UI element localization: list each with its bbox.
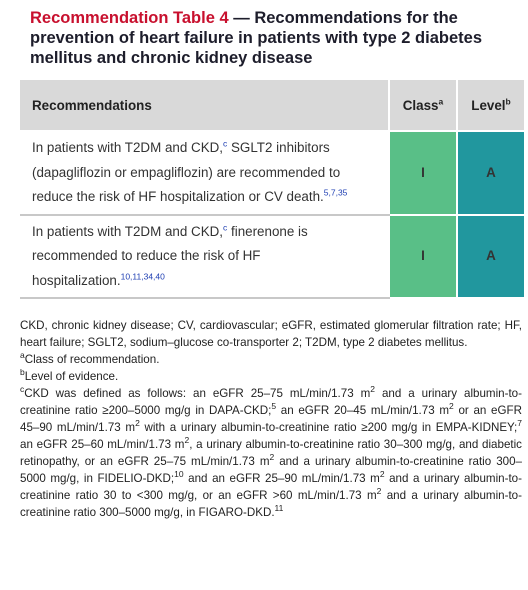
text: an eGFR 20–45 mL/min/1.73 m xyxy=(276,404,450,417)
superscript: 5,7,35 xyxy=(323,187,348,198)
text: and a urinary albumin-to-creatinine rati… xyxy=(20,472,522,502)
superscript: 5 xyxy=(271,401,277,412)
text: SGLT2 inhibitors (dapagliflozin or empag… xyxy=(32,140,341,204)
footnotes: CKD, chronic kidney disease; CV, cardiov… xyxy=(20,317,522,521)
column-header: Levelb xyxy=(456,80,524,132)
title: Recommendation Table 4 — Recommendations… xyxy=(30,8,524,68)
page: Recommendation Table 4 — Recommendations… xyxy=(20,8,524,521)
text: and a urinary albumin-to-creatinine rati… xyxy=(20,387,522,417)
superscript: 2 xyxy=(269,452,275,463)
text: CKD, chronic kidney disease; CV, cardiov… xyxy=(20,319,522,349)
superscript: 11 xyxy=(274,503,284,514)
superscript: b xyxy=(505,96,511,107)
class-cell: I xyxy=(388,214,457,299)
text: and a urinary albumin-to-creatinine rati… xyxy=(20,455,522,485)
text: and an eGFR 25–90 mL/min/1.73 m xyxy=(183,472,380,485)
superscript: 2 xyxy=(184,435,190,446)
text: Level of evidence. xyxy=(24,370,119,383)
recommendation-cell: In patients with T2DM and CKD,c finereno… xyxy=(20,214,389,299)
superscript: 10,11,34,40 xyxy=(120,271,165,282)
superscript: 2 xyxy=(376,486,382,497)
title-label: Recommendation Table 4 xyxy=(30,9,229,27)
superscript: 7 xyxy=(517,418,522,429)
text: Class xyxy=(402,97,439,113)
superscript: b xyxy=(20,367,25,378)
recommendation-table: Recommendations Classa Levelb In patients … xyxy=(20,80,524,299)
text: Level xyxy=(471,97,506,113)
text: In patients with T2DM and CKD, xyxy=(32,223,224,239)
title-text: — Recommendations for the prevention of … xyxy=(30,9,483,67)
recommendation-cell: In patients with T2DM and CKD,c SGLT2 in… xyxy=(20,131,389,216)
superscript: 2 xyxy=(449,401,454,412)
class-cell: I xyxy=(388,131,457,216)
text: and a urinary albumin-to-creatinine rati… xyxy=(20,489,522,519)
text: finerenone is recommended to reduce the … xyxy=(32,223,308,288)
superscript: c xyxy=(20,384,25,395)
superscript: c xyxy=(223,138,228,149)
superscript: 2 xyxy=(370,384,375,395)
text: , a urinary albumin-to-creatinine ratio … xyxy=(20,438,522,468)
table-row: In patients with T2DM and CKD,c SGLT2 in… xyxy=(20,131,524,216)
superscript: c xyxy=(223,222,228,233)
text: an eGFR 25–60 mL/min/1.73 m xyxy=(20,438,185,451)
superscript: 2 xyxy=(379,469,385,480)
footnote: CKD, chronic kidney disease; CV, cardiov… xyxy=(20,317,522,351)
superscript: 2 xyxy=(135,418,140,429)
superscript: a xyxy=(20,350,25,361)
header-row: Recommendations Classa Levelb xyxy=(20,80,524,132)
text: In patients with T2DM and CKD, xyxy=(32,140,224,155)
text: with a urinary albumin-to-creatinine rat… xyxy=(139,421,518,434)
footnote: cCKD was defined as follows: an eGFR 25–… xyxy=(20,385,522,521)
text: or an eGFR 45–90 mL/min/1.73 m xyxy=(20,404,522,434)
superscript: a xyxy=(438,96,444,107)
level-cell: A xyxy=(456,131,524,216)
column-header: Classa xyxy=(388,80,457,132)
footnote: bLevel of evidence. xyxy=(20,368,522,385)
column-header: Recommendations xyxy=(20,80,389,132)
superscript: 10 xyxy=(174,469,184,480)
text: Class of recommendation. xyxy=(24,353,160,366)
text: CKD was defined as follows: an eGFR 25–7… xyxy=(24,387,371,400)
footnote: aClass of recommendation. xyxy=(20,351,522,368)
text: Recommendations xyxy=(32,97,152,113)
table-row: In patients with T2DM and CKD,c finereno… xyxy=(20,214,524,299)
level-cell: A xyxy=(456,214,524,299)
